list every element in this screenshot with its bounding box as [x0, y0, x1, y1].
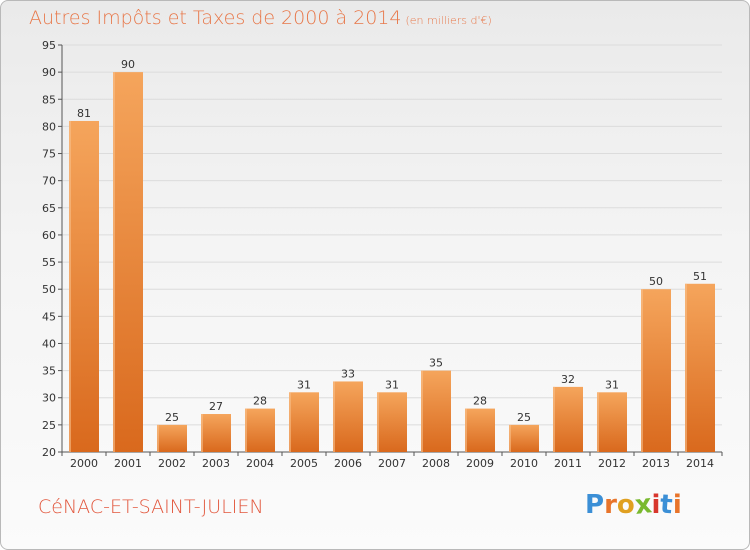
proxiti-logo[interactable]: Proxiti	[585, 489, 682, 521]
bar	[69, 120, 99, 453]
data-label: 90	[121, 58, 135, 71]
y-tick-label: 85	[42, 93, 56, 106]
data-label: 25	[517, 411, 531, 424]
x-tick-label: 2001	[114, 457, 142, 470]
data-label: 25	[165, 411, 179, 424]
bar-highlight	[685, 283, 687, 452]
chart-title-text: Autres Impôts et Taxes de 2000 à 2014	[29, 7, 402, 29]
data-label: 28	[473, 395, 487, 408]
x-tick-label: 2008	[422, 457, 450, 470]
chart-title: Autres Impôts et Taxes de 2000 à 2014 (en…	[29, 7, 492, 29]
y-tick-label: 70	[42, 175, 56, 188]
bar	[201, 414, 231, 452]
bar	[377, 392, 407, 452]
grid-lines	[62, 44, 722, 426]
bar	[509, 424, 539, 452]
x-tick-label: 2000	[70, 457, 98, 470]
bar-highlight	[245, 408, 247, 452]
y-tick-label: 90	[42, 66, 56, 79]
x-tick-label: 2006	[334, 457, 362, 470]
logo-letter: o	[616, 490, 635, 520]
bar	[597, 392, 627, 452]
y-tick-label: 35	[42, 365, 56, 378]
x-tick-label: 2012	[598, 457, 626, 470]
data-label: 31	[605, 378, 619, 391]
data-label: 32	[561, 373, 575, 386]
bar-highlight	[289, 392, 291, 452]
data-label: 51	[693, 270, 707, 283]
y-tick-label: 25	[42, 419, 56, 432]
y-tick-label: 60	[42, 229, 56, 242]
bar	[685, 283, 715, 452]
bar	[157, 424, 187, 452]
y-tick-label: 20	[42, 446, 56, 459]
data-label: 35	[429, 357, 443, 370]
y-tick-label: 95	[42, 39, 56, 52]
bar-highlight	[377, 392, 379, 452]
data-labels: 81 90 25 27 28 31 33 31 35 28 25 32 31 50 51	[77, 58, 707, 424]
x-tick-label: 2002	[158, 457, 186, 470]
x-tick-label: 2007	[378, 457, 406, 470]
logo-letter: i	[651, 490, 661, 520]
x-tick-label: 2005	[290, 457, 318, 470]
y-tick-label: 50	[42, 283, 56, 296]
bar-highlight	[465, 408, 467, 452]
bar-highlight	[69, 120, 71, 453]
data-label: 50	[649, 275, 663, 288]
x-tick-label: 2009	[466, 457, 494, 470]
x-tick-label: 2004	[246, 457, 274, 470]
logo-letter: t	[659, 489, 674, 521]
bar	[641, 289, 671, 452]
logo-letter: r	[604, 490, 617, 520]
y-tick-label: 30	[42, 392, 56, 405]
bar	[553, 386, 583, 452]
data-label: 28	[253, 395, 267, 408]
data-label: 27	[209, 400, 223, 413]
bar	[113, 72, 143, 452]
bar-highlight	[509, 424, 511, 452]
bar-highlight	[553, 386, 555, 452]
tick-labels: 20 25 30 35 40 45 50 55 60 65 70 75 80 85 90 95 2000 2001…	[42, 39, 714, 470]
x-tick-label: 2010	[510, 457, 538, 470]
bar-highlight	[157, 424, 159, 452]
bar	[421, 370, 451, 452]
chart-subtitle: (en milliers d'€)	[405, 14, 492, 27]
x-tick-label: 2013	[642, 457, 670, 470]
x-tick-label: 2014	[686, 457, 714, 470]
logo-letter: P	[585, 490, 605, 520]
y-tick-label: 55	[42, 256, 56, 269]
commune-name: CéNAC-ET-SAINT-JULIEN	[38, 496, 264, 518]
bar-highlight	[597, 392, 599, 452]
bar-highlight	[641, 289, 643, 452]
x-tick-label: 2003	[202, 457, 230, 470]
x-tick-label: 2011	[554, 457, 582, 470]
logo-letter: x	[633, 489, 654, 521]
logo-letter: i	[672, 490, 682, 520]
bar	[245, 408, 275, 452]
y-tick-label: 80	[42, 120, 56, 133]
bars	[69, 72, 715, 453]
y-tick-label: 65	[42, 202, 56, 215]
bar	[465, 408, 495, 452]
bar	[333, 381, 363, 452]
bar-highlight	[201, 414, 203, 452]
y-tick-label: 75	[42, 148, 56, 161]
bar-highlight	[333, 381, 335, 452]
bar-highlight	[113, 72, 115, 452]
data-label: 31	[297, 378, 311, 391]
data-label: 81	[77, 107, 91, 120]
bar	[289, 392, 319, 452]
data-label: 31	[385, 378, 399, 391]
data-label: 33	[341, 367, 355, 380]
y-tick-label: 45	[42, 310, 56, 323]
bar-highlight	[421, 370, 423, 452]
y-tick-label: 40	[42, 337, 56, 350]
